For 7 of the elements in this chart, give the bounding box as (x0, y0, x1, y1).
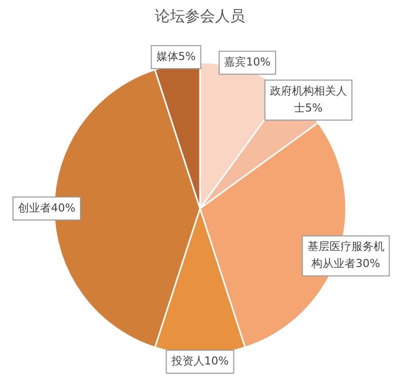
slice-label: 媒体5% (156, 50, 196, 63)
slice-label: 投资人10% (170, 354, 229, 368)
chart-title: 论坛参会人员 (155, 6, 245, 25)
slice-label: 创业者40% (18, 201, 76, 214)
slice-label: 嘉宾10% (224, 56, 271, 69)
slice-label: 基层医疗服务机构从业者30% (307, 240, 384, 270)
slice-label: 政府机构相关人士5% (270, 84, 347, 114)
